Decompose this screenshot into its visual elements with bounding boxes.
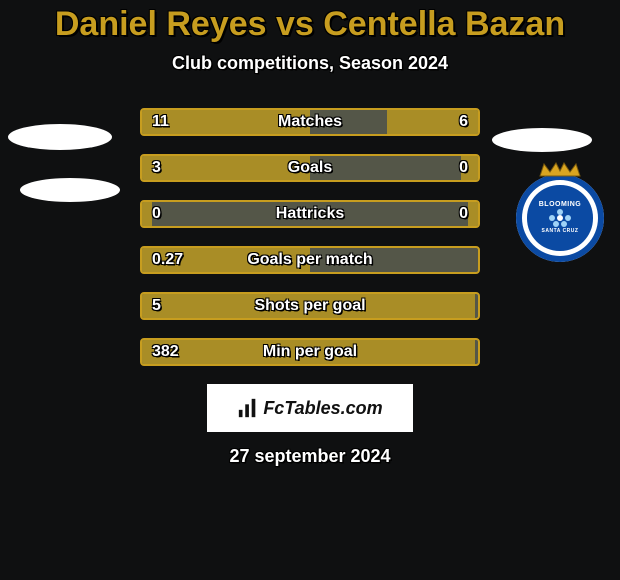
- brand-text: FcTables.com: [263, 398, 382, 419]
- stat-row: 5 Shots per goal: [140, 292, 480, 320]
- stat-fill-left: [142, 202, 152, 226]
- subtitle: Club competitions, Season 2024: [0, 53, 620, 74]
- stat-label: Shots per goal: [254, 297, 365, 315]
- stat-label: Min per goal: [263, 343, 357, 361]
- stat-label: Hattricks: [276, 205, 344, 223]
- badge-bottom-text: SANTA CRUZ: [542, 228, 579, 234]
- stat-value-left: 382: [152, 343, 179, 361]
- brand-badge: FcTables.com: [207, 384, 413, 432]
- stat-value-left: 5: [152, 297, 161, 315]
- player-left-ellipse-1: [8, 124, 112, 150]
- stat-label: Matches: [278, 113, 342, 131]
- stat-row: 11 Matches 6: [140, 108, 480, 136]
- player-left-ellipse-2: [20, 178, 120, 202]
- comparison-card: Daniel Reyes vs Centella Bazan Club comp…: [0, 0, 620, 580]
- stat-value-left: 0: [152, 205, 161, 223]
- stat-fill-left: [142, 156, 310, 180]
- stat-value-left: 0.27: [152, 251, 183, 269]
- stat-row: 0 Hattricks 0: [140, 200, 480, 228]
- stat-value-right: 0: [459, 205, 468, 223]
- date-text: 27 september 2024: [0, 446, 620, 467]
- stat-value-left: 3: [152, 159, 161, 177]
- stat-value-right: 0: [459, 159, 468, 177]
- stat-row: 3 Goals 0: [140, 154, 480, 182]
- stat-value-left: 11: [152, 113, 169, 131]
- badge-flower-icon: [545, 208, 575, 228]
- stat-label: Goals per match: [247, 251, 372, 269]
- stat-fill-right: [468, 202, 478, 226]
- page-title: Daniel Reyes vs Centella Bazan: [0, 6, 620, 43]
- brand-chart-icon: [237, 397, 259, 419]
- stat-value-right: 6: [459, 113, 468, 131]
- stat-row: 382 Min per goal: [140, 338, 480, 366]
- stat-label: Goals: [288, 159, 332, 177]
- crown-icon: [538, 162, 582, 178]
- stat-bars: 11 Matches 6 3 Goals 0 0 Hattricks 0 0.27 Goals pe…: [140, 108, 480, 366]
- player-right-ellipse: [492, 128, 592, 152]
- stat-row: 0.27 Goals per match: [140, 246, 480, 274]
- badge-top-text: BLOOMING: [539, 201, 582, 208]
- player-right-badge: BLOOMING SANTA CRUZ: [516, 174, 604, 262]
